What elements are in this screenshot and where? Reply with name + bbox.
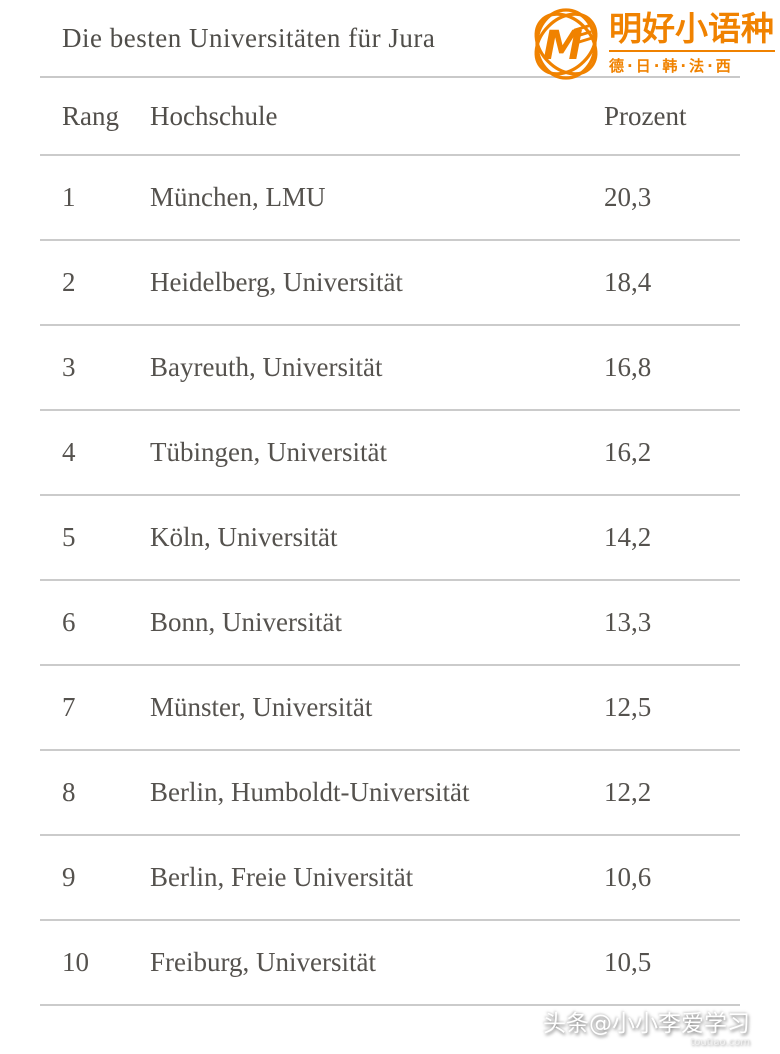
- logo-text-block: 明好小语种 德·日·韩·法·西: [609, 12, 775, 76]
- watermark-site: toutiao.com: [690, 1037, 750, 1048]
- table-row: 8 Berlin, Humboldt-Universität 12,2: [40, 751, 740, 836]
- globe-m-logo-icon: M: [534, 8, 598, 80]
- table-header-row: Rang Hochschule Prozent: [40, 78, 740, 156]
- page-title: Die besten Universitäten für Jura: [62, 22, 436, 53]
- rank-cell: 10: [62, 947, 89, 977]
- rank-cell: 5: [62, 522, 76, 552]
- university-cell: Bayreuth, Universität: [150, 352, 383, 382]
- university-cell: Heidelberg, Universität: [150, 267, 403, 297]
- table-row: 6 Bonn, Universität 13,3: [40, 581, 740, 666]
- rank-cell: 8: [62, 777, 76, 807]
- rank-cell: 6: [62, 607, 76, 637]
- percent-cell: 16,8: [604, 352, 652, 382]
- table-row: 2 Heidelberg, Universität 18,4: [40, 241, 740, 326]
- university-cell: Berlin, Freie Universität: [150, 862, 414, 892]
- header-university: Hochschule: [150, 100, 278, 131]
- percent-cell: 10,6: [604, 862, 652, 892]
- university-cell: Freiburg, Universität: [150, 947, 376, 977]
- logo-languages: 德·日·韩·法·西: [609, 56, 734, 75]
- percent-cell: 12,2: [604, 777, 652, 807]
- watermark-text: 头条@小小李爱学习: [543, 1011, 750, 1037]
- header-rank: Rang: [62, 100, 119, 131]
- logo-divider: [609, 49, 775, 52]
- percent-cell: 12,5: [604, 692, 652, 722]
- brand-logo: M 明好小语种 德·日·韩·法·西: [528, 5, 778, 83]
- university-cell: Bonn, Universität: [150, 607, 342, 637]
- logo-brand-name: 明好小语种: [609, 9, 774, 49]
- percent-cell: 13,3: [604, 607, 652, 637]
- watermark: 头条@小小李爱学习 toutiao.com: [543, 1004, 750, 1048]
- university-cell: Tübingen, Universität: [150, 437, 387, 467]
- percent-cell: 18,4: [604, 267, 652, 297]
- table-row: 3 Bayreuth, Universität 16,8: [40, 326, 740, 411]
- university-cell: Münster, Universität: [150, 692, 373, 722]
- percent-cell: 10,5: [604, 947, 652, 977]
- ranking-table: Die besten Universitäten für Jura Rang H…: [40, 0, 740, 1006]
- table-row: 10 Freiburg, Universität 10,5: [40, 921, 740, 1006]
- header-percent: Prozent: [604, 100, 687, 131]
- percent-cell: 16,2: [604, 437, 652, 467]
- rank-cell: 7: [62, 692, 76, 722]
- title-bar: Die besten Universitäten für Jura: [40, 0, 740, 78]
- table-row: 9 Berlin, Freie Universität 10,6: [40, 836, 740, 921]
- table-body: 1 München, LMU 20,3 2 Heidelberg, Univer…: [40, 156, 740, 1006]
- table-row: 1 München, LMU 20,3: [40, 156, 740, 241]
- table-row: 5 Köln, Universität 14,2: [40, 496, 740, 581]
- rank-cell: 2: [62, 267, 76, 297]
- rank-cell: 9: [62, 862, 76, 892]
- university-cell: Köln, Universität: [150, 522, 338, 552]
- percent-cell: 14,2: [604, 522, 652, 552]
- rank-cell: 3: [62, 352, 76, 382]
- rank-cell: 1: [62, 182, 76, 212]
- rank-cell: 4: [62, 437, 76, 467]
- university-cell: München, LMU: [150, 182, 326, 212]
- percent-cell: 20,3: [604, 182, 652, 212]
- university-cell: Berlin, Humboldt-Universität: [150, 777, 470, 807]
- table-row: 7 Münster, Universität 12,5: [40, 666, 740, 751]
- table-row: 4 Tübingen, Universität 16,2: [40, 411, 740, 496]
